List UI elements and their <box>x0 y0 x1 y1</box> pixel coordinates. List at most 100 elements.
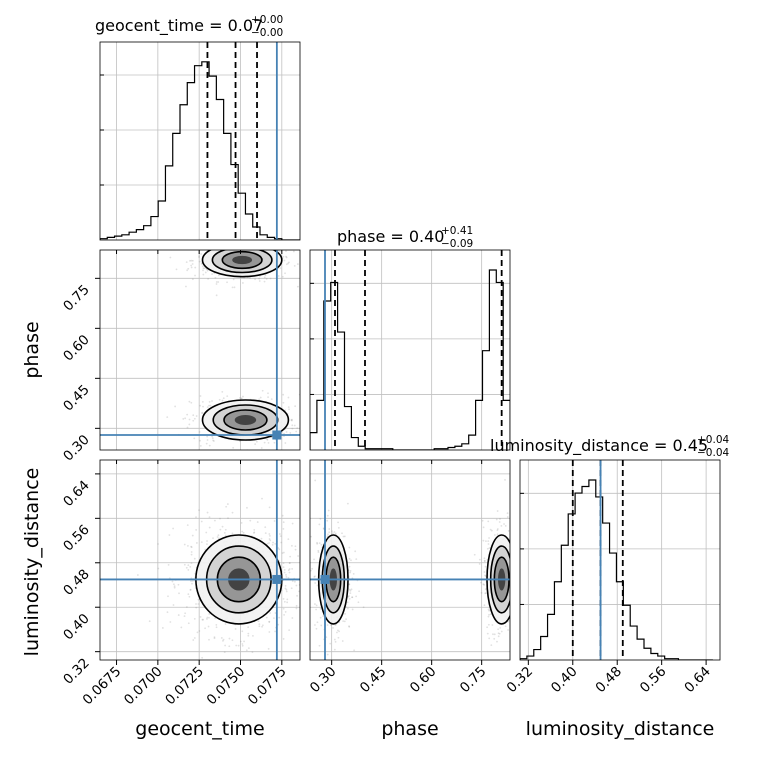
sample-point <box>304 407 306 409</box>
sample-point <box>513 606 515 608</box>
sample-point <box>258 398 261 401</box>
sample-point <box>478 563 481 565</box>
sample-point <box>523 576 525 578</box>
sample-point <box>486 626 489 629</box>
truth-marker-luminosity_distance_vs_geocent_time <box>272 574 282 584</box>
sample-point <box>512 565 514 567</box>
sample-point <box>515 567 517 569</box>
sample-point <box>199 439 201 442</box>
sample-point <box>484 588 487 591</box>
sample-point <box>206 540 208 542</box>
sample-point <box>516 599 518 601</box>
sample-point <box>489 613 492 616</box>
sample-point <box>193 437 196 440</box>
sample-point <box>187 622 190 625</box>
sample-point <box>520 567 522 569</box>
sample-point <box>227 244 229 246</box>
scatter-panel-luminosity_distance_vs_geocent_time <box>99 459 313 661</box>
sample-point <box>202 405 204 408</box>
sample-point <box>311 567 314 570</box>
title-geocent-time: geocent_time = 0.07 <box>95 16 263 36</box>
xtick-label-geocent_time-1: 0.0700 <box>121 664 166 709</box>
sample-point <box>496 640 498 643</box>
sample-point <box>326 624 329 626</box>
sample-point <box>211 243 213 245</box>
sample-point <box>282 566 285 569</box>
sample-point <box>515 567 517 569</box>
sample-point <box>311 599 313 601</box>
sample-point <box>483 559 486 562</box>
sample-point <box>231 245 233 247</box>
sample-point <box>268 533 271 535</box>
sample-point <box>282 393 285 396</box>
sample-point <box>184 612 187 615</box>
sample-point <box>511 532 513 534</box>
ytick-label-luminosity_distance-0: 0.32 <box>60 655 93 688</box>
title-luminosity-distance: luminosity_distance = 0.45 <box>490 436 708 456</box>
sample-point <box>284 272 286 275</box>
sample-point <box>169 621 172 623</box>
sample-point <box>331 530 333 533</box>
sample-point <box>247 632 250 635</box>
sample-point <box>203 267 206 270</box>
sample-point <box>498 632 501 635</box>
sample-point <box>232 244 234 246</box>
sample-point <box>230 225 232 227</box>
sample-point <box>512 549 514 551</box>
sample-point <box>178 592 180 595</box>
sample-point <box>212 236 214 238</box>
sample-point <box>197 603 200 605</box>
sample-point <box>265 277 268 280</box>
ytick-label-phase-3: 0.75 <box>60 282 93 315</box>
sample-point <box>190 546 193 549</box>
sample-point <box>295 584 298 587</box>
sample-point <box>520 580 522 582</box>
sample-point <box>254 443 257 446</box>
sample-point <box>496 533 499 536</box>
sample-point <box>497 635 500 638</box>
sample-point <box>198 630 201 632</box>
sample-point <box>483 583 486 586</box>
sample-point <box>224 644 226 647</box>
sample-point <box>323 662 325 664</box>
sample-point <box>167 595 169 598</box>
sample-point <box>500 630 503 633</box>
xtick-label-luminosity_distance-1: 0.40 <box>548 664 581 697</box>
sample-point <box>267 392 269 395</box>
sample-point <box>230 237 232 239</box>
sample-point <box>217 274 220 277</box>
sample-point <box>241 644 244 647</box>
sample-point <box>348 583 351 586</box>
sample-point <box>483 571 486 573</box>
sample-point <box>486 547 489 550</box>
sample-point <box>239 455 241 457</box>
sample-point <box>514 570 516 572</box>
sample-point <box>292 241 294 243</box>
xtick-label-phase-3: 0.75 <box>457 664 490 697</box>
sample-point <box>221 399 224 402</box>
hist-panel-phase <box>309 249 511 451</box>
xtick-label-phase-2: 0.60 <box>407 664 440 697</box>
sample-point <box>266 438 269 441</box>
sample-point <box>201 411 204 414</box>
sample-point <box>348 565 351 568</box>
sample-point <box>269 539 272 542</box>
sample-point <box>516 624 518 626</box>
sample-point <box>290 587 293 590</box>
sample-point <box>507 629 509 631</box>
sample-point <box>348 625 350 628</box>
sample-point <box>211 400 213 402</box>
sample-point <box>480 591 483 594</box>
sample-point <box>514 584 516 586</box>
sample-point <box>201 412 203 415</box>
sample-point <box>208 616 210 619</box>
sample-point <box>281 275 284 278</box>
sample-point <box>482 583 485 586</box>
sample-point <box>486 632 489 635</box>
sample-point <box>208 516 211 519</box>
contour-phase_vs_geocent_time-1-0 <box>201 399 290 441</box>
sample-point <box>222 241 224 243</box>
sample-point <box>357 601 360 604</box>
sample-point <box>289 432 292 434</box>
sample-point <box>516 595 518 597</box>
